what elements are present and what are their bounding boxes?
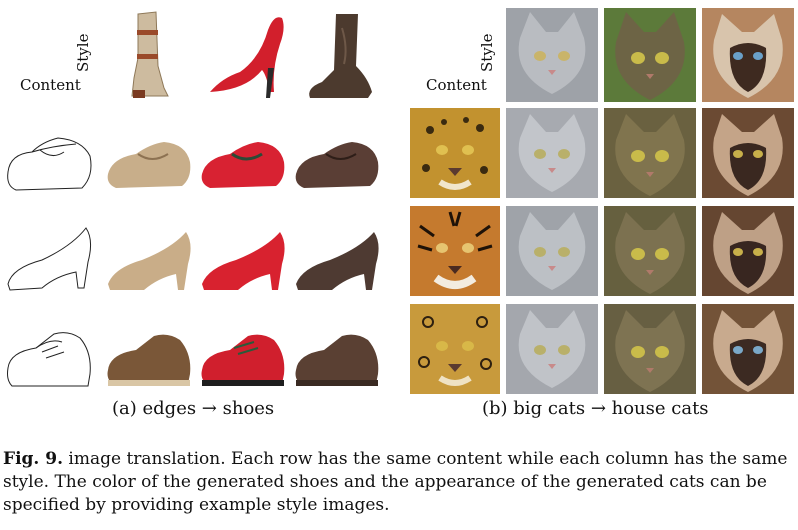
output-shoe-r3-c3 [292, 308, 382, 398]
panel-b-caption: (b) big cats → house cats [482, 398, 709, 419]
content-sketch-pump [2, 210, 96, 300]
figure-label: Fig. 9. [3, 449, 63, 469]
output-shoe-r1-c1 [104, 112, 194, 202]
output-shoe-r1-c3 [292, 112, 382, 202]
figure-caption: Fig. 9. image translation. Each row has … [3, 448, 795, 517]
style-image-cowboy-boot [296, 8, 382, 100]
content-sketch-oxford [2, 308, 96, 398]
output-shoe-r2-c3 [292, 210, 382, 300]
content-label: Content [20, 76, 81, 94]
content-sketch-mary-jane [2, 112, 96, 202]
output-shoe-r3-c1 [104, 308, 194, 398]
output-shoe-r3-c2 [198, 308, 288, 398]
style-label: Style [478, 33, 496, 72]
output-shoe-r1-c2 [198, 112, 288, 202]
content-image-tiger [410, 206, 500, 296]
output-cat-r3-c1 [506, 304, 598, 394]
content-image-jaguar [410, 304, 500, 394]
style-image-brown-tabby [604, 8, 696, 102]
style-image-tall-boot [108, 8, 194, 100]
output-cat-r3-c3 [702, 304, 794, 394]
output-shoe-r2-c2 [198, 210, 288, 300]
output-cat-r1-c2 [604, 108, 696, 198]
output-cat-r2-c3 [702, 206, 794, 296]
style-image-siamese [702, 8, 794, 102]
content-label: Content [426, 76, 487, 94]
style-label: Style [74, 33, 92, 72]
output-cat-r1-c3 [702, 108, 794, 198]
output-cat-r1-c1 [506, 108, 598, 198]
content-image-leopard [410, 108, 500, 198]
panel-a-caption: (a) edges → shoes [112, 398, 275, 419]
output-cat-r2-c2 [604, 206, 696, 296]
style-image-red-stiletto [202, 8, 288, 100]
output-cat-r2-c1 [506, 206, 598, 296]
output-cat-r3-c2 [604, 304, 696, 394]
output-shoe-r2-c1 [104, 210, 194, 300]
figure-caption-text: image translation. Each row has the same… [3, 449, 788, 515]
style-image-grey-tabby [506, 8, 598, 102]
